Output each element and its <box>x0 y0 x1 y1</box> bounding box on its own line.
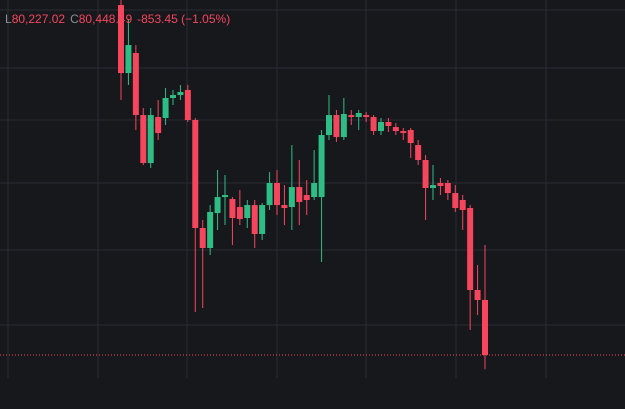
candle-body <box>348 115 355 118</box>
candle-body <box>400 131 407 134</box>
candle-body <box>326 115 332 136</box>
candle-body <box>118 5 124 74</box>
candle-body <box>259 205 266 234</box>
candle-body <box>430 185 436 188</box>
candle-body <box>140 115 147 164</box>
candle-body <box>274 183 280 206</box>
candle-body <box>177 92 184 96</box>
candle-body <box>378 122 384 132</box>
candle-body <box>125 45 132 74</box>
candle-body <box>422 160 429 188</box>
candle-body <box>296 187 303 202</box>
candle-body <box>459 200 466 210</box>
candle-body <box>467 208 474 290</box>
legend-close-label: C <box>70 12 79 26</box>
candle-body <box>482 299 488 356</box>
candle-body <box>340 114 347 138</box>
candle-body <box>363 115 370 118</box>
candle-body <box>452 193 459 208</box>
legend-close: 80,448.49 <box>79 12 133 26</box>
candle-body <box>192 120 199 228</box>
grid <box>0 0 625 378</box>
candle-body <box>207 212 214 248</box>
candle-body <box>407 130 414 144</box>
legend-low-label: L <box>5 12 12 26</box>
candle-body <box>229 199 236 218</box>
candle-body <box>311 183 318 198</box>
candle-body <box>236 207 243 220</box>
candle-body <box>162 98 169 118</box>
candle-body <box>184 90 191 120</box>
candle-body <box>281 205 288 208</box>
candle-body <box>222 195 228 198</box>
ohlc-legend: L80,227.02 C80,448.49 -853.45 (−1.05%) <box>5 12 230 26</box>
candle-body <box>214 197 221 214</box>
candle-body <box>244 205 251 218</box>
candle-body <box>251 205 258 234</box>
candle-body <box>132 53 139 116</box>
candle-body <box>370 117 377 132</box>
candle-body <box>303 195 310 200</box>
legend-change: -853.45 (−1.05%) <box>137 12 230 26</box>
candles <box>0 0 625 370</box>
candle-body <box>474 290 481 300</box>
candle-body <box>199 228 206 248</box>
candle-body <box>266 183 273 206</box>
candle-body <box>170 95 176 98</box>
candle-body <box>155 117 162 134</box>
candle-body <box>444 183 451 194</box>
legend-low: 80,227.02 <box>12 12 66 26</box>
candle-body <box>385 122 392 126</box>
candle-body <box>333 115 340 138</box>
candle-body <box>288 187 295 208</box>
candle-body <box>147 115 154 164</box>
candle-body <box>437 183 444 186</box>
candle-body <box>355 113 362 118</box>
candle-body <box>392 127 399 132</box>
candle-body <box>415 145 422 160</box>
candle-body <box>318 135 325 198</box>
